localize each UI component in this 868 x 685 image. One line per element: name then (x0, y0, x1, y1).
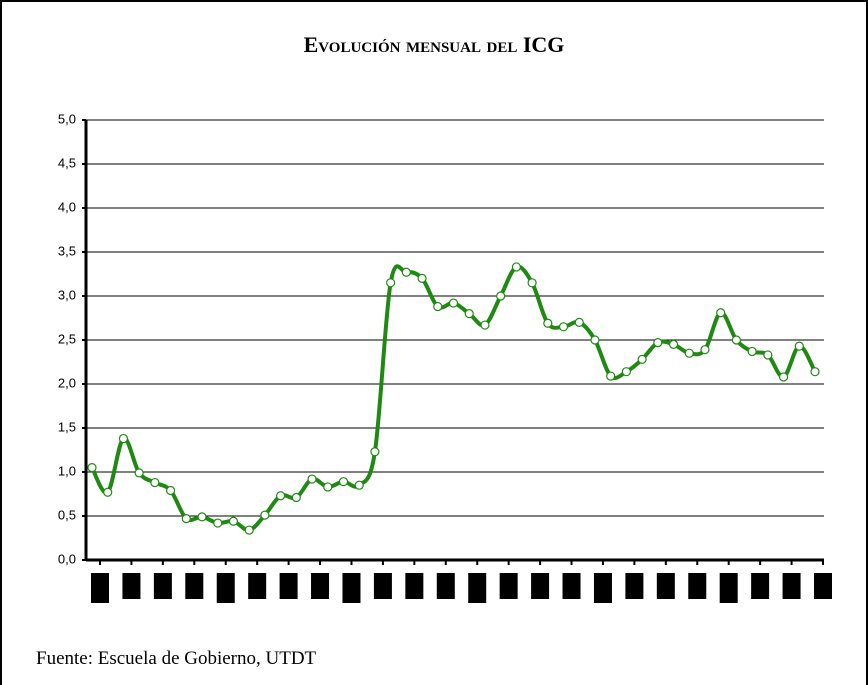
x-label-block (248, 573, 267, 599)
data-point (213, 518, 223, 528)
x-label-block (436, 573, 455, 599)
data-point (653, 338, 663, 348)
data-point (134, 468, 144, 478)
data-point (668, 339, 679, 349)
data-point (763, 350, 773, 360)
x-label-block (625, 573, 644, 599)
data-point (165, 485, 176, 496)
data-point (747, 346, 757, 357)
x-label-block (814, 573, 832, 599)
x-label-block (216, 573, 235, 603)
x-label-block (531, 573, 550, 599)
data-point (103, 487, 113, 497)
data-point (244, 525, 254, 535)
y-tick-label: 3,0 (58, 287, 76, 302)
data-point (323, 482, 333, 492)
y-tick-label: 2,5 (58, 331, 76, 346)
x-label-block (311, 573, 330, 599)
y-tick-label: 5,0 (58, 111, 76, 126)
chart-title: Evolución mensual del ICG (304, 32, 565, 57)
x-label-block (185, 573, 204, 599)
x-label-block (342, 573, 361, 603)
data-point (291, 492, 301, 503)
y-tick-label: 0,0 (58, 551, 76, 566)
data-point (370, 447, 380, 457)
x-label-block (782, 573, 801, 599)
data-point (87, 463, 97, 473)
x-label-block (279, 573, 298, 599)
data-point (700, 345, 710, 355)
x-label-block (91, 573, 109, 603)
data-point (684, 348, 694, 358)
data-point (448, 298, 459, 308)
x-label-block (122, 573, 141, 599)
y-tick-label: 4,5 (58, 155, 76, 170)
x-label-block (373, 573, 392, 599)
y-tick-label: 4,0 (58, 199, 76, 214)
data-point (260, 510, 270, 520)
y-tick-label: 2,0 (58, 375, 76, 390)
y-tick-label: 0,5 (58, 507, 76, 522)
data-point (150, 477, 160, 488)
source-note: Fuente: Escuela de Gobierno, UTDT (36, 648, 317, 669)
x-label-block (719, 573, 738, 603)
data-point (621, 367, 631, 377)
data-point (197, 512, 207, 522)
data-point (433, 301, 443, 312)
data-point (228, 516, 239, 526)
data-point (558, 322, 569, 332)
x-label-block (562, 573, 581, 599)
data-point (590, 335, 600, 345)
data-point (386, 278, 396, 288)
data-point (276, 491, 286, 501)
data-point (464, 309, 474, 319)
data-point (338, 477, 349, 487)
data-point (731, 335, 742, 345)
y-tick-label: 3,5 (58, 243, 76, 258)
data-point (810, 367, 820, 377)
y-tick-label: 1,5 (58, 419, 76, 434)
y-tick-label: 1,0 (58, 463, 76, 478)
data-point (778, 372, 789, 382)
x-label-block (499, 573, 518, 599)
data-point (496, 291, 506, 301)
data-point (716, 308, 726, 318)
data-point (480, 320, 490, 330)
data-point (307, 474, 317, 484)
data-point (794, 341, 804, 351)
x-label-block (468, 573, 487, 603)
data-point (401, 267, 411, 277)
data-point (543, 318, 553, 328)
data-point (118, 433, 129, 444)
x-label-block (153, 573, 172, 599)
data-point (606, 371, 616, 381)
data-point (637, 354, 647, 364)
x-label-block (405, 573, 424, 599)
data-point (354, 480, 364, 490)
x-label-block (688, 573, 707, 599)
x-label-block (656, 573, 675, 599)
data-point (527, 278, 537, 288)
data-point (181, 514, 191, 524)
data-point (574, 317, 584, 327)
data-point (417, 273, 427, 283)
x-label-block (751, 573, 770, 599)
data-point (511, 262, 521, 272)
x-label-block (593, 573, 612, 603)
